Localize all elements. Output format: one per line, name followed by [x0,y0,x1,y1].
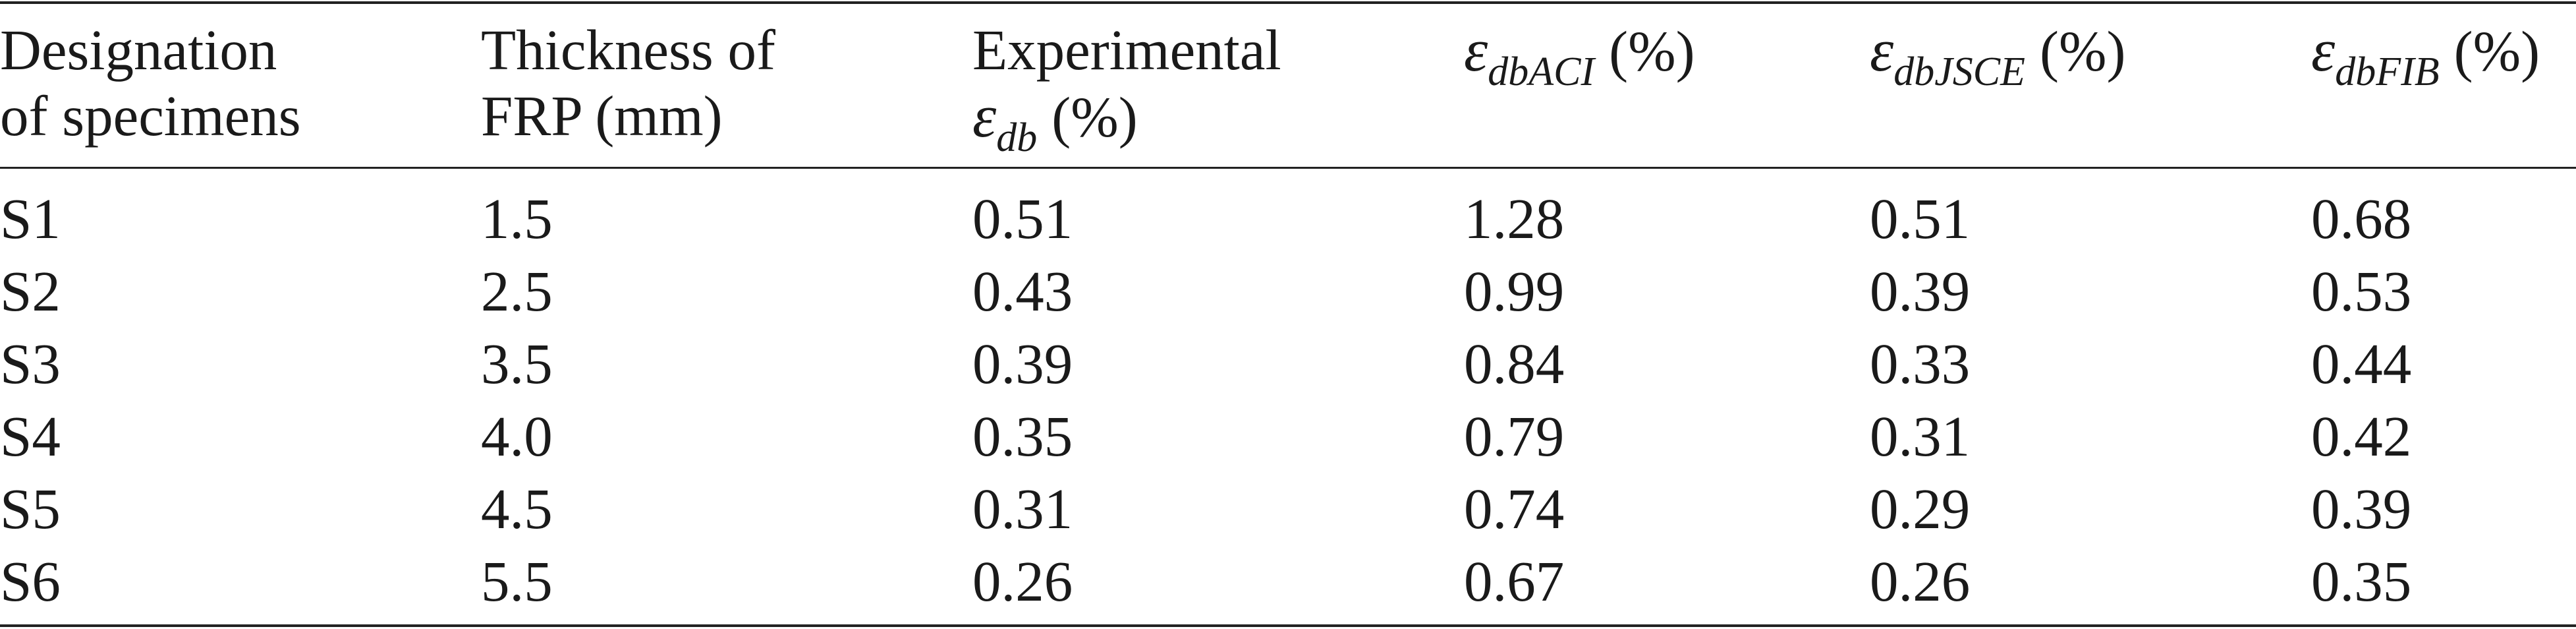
cell-thickness: 3.5 [481,332,553,396]
cell-aci: 1.28 [1464,187,1565,251]
cell-aci: 0.74 [1464,477,1565,541]
cell-experimental: 0.26 [972,549,1073,613]
header-jsce-subscript: dbJSCE [1893,49,2026,94]
cell-experimental: 0.43 [972,259,1073,323]
header-experimental-line2: εdb (%) [972,82,1281,160]
header-experimental-line1: Experimental [972,18,1281,82]
header-experimental-unit: (%) [1051,85,1138,149]
header-experimental-subscript: db [996,115,1038,160]
header-aci: εdbACI (%) [1464,16,1695,94]
cell-experimental: 0.31 [972,477,1073,541]
table-row: S3 3.5 0.39 0.84 0.33 0.44 [0,331,2576,404]
cell-aci: 0.99 [1464,259,1565,323]
header-fib: εdbFIB (%) [2311,16,2540,94]
header-thickness: Thickness of FRP (mm) [481,17,775,149]
cell-designation: S3 [0,332,61,396]
cell-jsce: 0.39 [1870,259,1971,323]
table-row: S5 4.5 0.31 0.74 0.29 0.39 [0,476,2576,549]
cell-jsce: 0.31 [1870,404,1971,468]
cell-thickness: 4.5 [481,477,553,541]
cell-thickness: 2.5 [481,259,553,323]
cell-thickness: 4.0 [481,404,553,468]
table-header-rule [0,167,2576,169]
cell-designation: S4 [0,404,61,468]
cell-experimental: 0.39 [972,332,1073,396]
header-fib-subscript: dbFIB [2335,49,2440,94]
cell-jsce: 0.33 [1870,332,1971,396]
cell-fib: 0.42 [2311,404,2412,468]
cell-designation: S6 [0,549,61,613]
cell-aci: 0.79 [1464,404,1565,468]
table-top-rule [0,1,2576,4]
cell-jsce: 0.29 [1870,477,1971,541]
cell-designation: S1 [0,187,61,251]
table-bottom-rule [0,624,2576,627]
cell-fib: 0.53 [2311,259,2412,323]
cell-designation: S5 [0,477,61,541]
header-fib-symbol: ε [2311,16,2336,84]
table-row: S1 1.5 0.51 1.28 0.51 0.68 [0,186,2576,258]
header-designation: Designation of specimens [0,17,301,149]
cell-aci: 0.67 [1464,549,1565,613]
cell-thickness: 1.5 [481,187,553,251]
header-jsce-unit: (%) [2040,19,2126,83]
cell-fib: 0.68 [2311,187,2412,251]
header-aci-unit: (%) [1609,19,1695,83]
table-row: S4 4.0 0.35 0.79 0.31 0.42 [0,404,2576,476]
header-fib-unit: (%) [2453,19,2540,83]
header-designation-line2: of specimens [0,84,301,148]
header-experimental-symbol: ε [972,82,997,150]
header-thickness-line2: FRP (mm) [481,84,723,148]
table-row: S6 5.5 0.26 0.67 0.26 0.35 [0,549,2576,621]
header-aci-symbol: ε [1464,16,1488,84]
cell-fib: 0.39 [2311,477,2412,541]
header-experimental: Experimental εdb (%) [972,17,1281,160]
header-thickness-line1: Thickness of [481,18,775,82]
cell-experimental: 0.51 [972,187,1073,251]
header-jsce-symbol: ε [1870,16,1894,84]
header-aci-subscript: dbACI [1488,49,1595,94]
cell-jsce: 0.51 [1870,187,1971,251]
cell-jsce: 0.26 [1870,549,1971,613]
cell-designation: S2 [0,259,61,323]
cell-thickness: 5.5 [481,549,553,613]
header-designation-line1: Designation [0,18,277,82]
table-row: S2 2.5 0.43 0.99 0.39 0.53 [0,258,2576,331]
header-jsce: εdbJSCE (%) [1870,16,2126,94]
cell-experimental: 0.35 [972,404,1073,468]
cell-fib: 0.44 [2311,332,2412,396]
cell-aci: 0.84 [1464,332,1565,396]
cell-fib: 0.35 [2311,549,2412,613]
